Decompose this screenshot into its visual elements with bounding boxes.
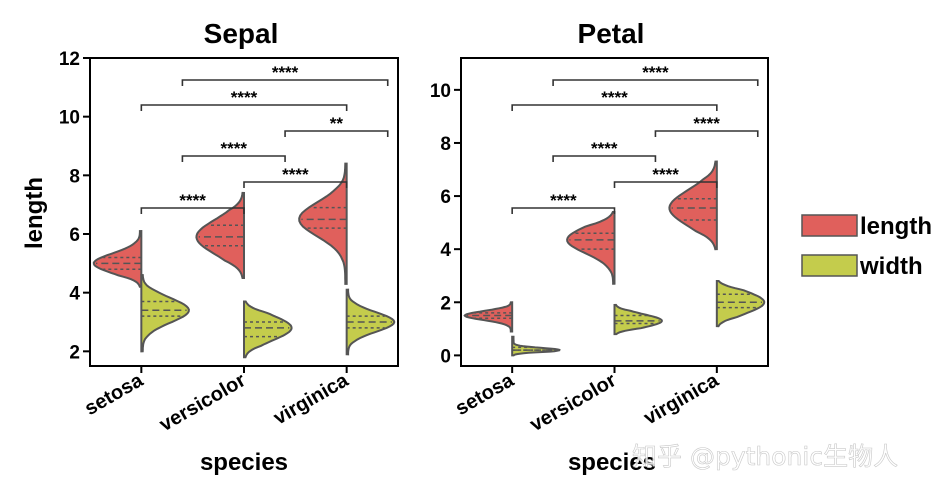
legend: length width bbox=[801, 213, 932, 280]
violin-width-versicolor bbox=[613, 303, 663, 336]
sepal-x-axis-label: species bbox=[200, 449, 288, 476]
significance-bracket bbox=[511, 207, 616, 214]
violin-length-setosa bbox=[463, 301, 514, 333]
y-tick-label: 8 bbox=[440, 134, 451, 155]
y-tick-label: 2 bbox=[440, 293, 451, 314]
legend-label-length: length bbox=[860, 213, 932, 240]
significance-bracket bbox=[613, 181, 718, 188]
significance-bracket bbox=[654, 130, 759, 137]
y-tick-label: 10 bbox=[59, 108, 80, 129]
significance-label: **** bbox=[282, 165, 309, 184]
y-tick-label: 10 bbox=[430, 81, 451, 102]
y-tick-label: 4 bbox=[69, 284, 80, 305]
sepal-y-axis-label: length bbox=[21, 177, 48, 249]
x-tick-label-setosa: setosa bbox=[81, 369, 148, 420]
watermark: 知乎 @pythonic生物人 bbox=[632, 442, 898, 471]
significance-label: ** bbox=[330, 114, 344, 133]
significance-bracket bbox=[181, 79, 389, 86]
x-tick-label-virginica: virginica bbox=[270, 369, 353, 430]
sepal-panel: Sepal length species 2 4 6 8 10 12 setosa versi… bbox=[21, 18, 399, 476]
legend-swatch-width bbox=[801, 254, 858, 277]
petal-x-axis-label: species bbox=[568, 449, 656, 476]
significance-bracket bbox=[284, 130, 389, 137]
significance-label: **** bbox=[231, 88, 258, 107]
x-tick-label-virginica: virginica bbox=[640, 369, 723, 430]
significance-label: **** bbox=[601, 88, 628, 107]
violin-length-versicolor bbox=[566, 211, 616, 285]
legend-swatch-length bbox=[801, 214, 858, 237]
legend-label-width: width bbox=[859, 253, 923, 280]
significance-bracket bbox=[181, 155, 286, 162]
significance-bracket bbox=[140, 207, 245, 214]
violin-length-versicolor bbox=[195, 191, 245, 279]
y-tick-label: 12 bbox=[59, 49, 80, 70]
significance-bracket bbox=[243, 181, 348, 188]
x-tick-label-versicolor: versicolor bbox=[526, 369, 620, 436]
significance-label: **** bbox=[550, 191, 577, 210]
significance-bracket bbox=[140, 104, 348, 111]
petal-panel: Petal species 0 2 4 6 8 10 setosa versicolor vir… bbox=[430, 18, 769, 476]
significance-label: **** bbox=[652, 165, 679, 184]
significance-bracket bbox=[552, 155, 657, 162]
violin-length-virginica bbox=[668, 160, 718, 251]
significance-label: **** bbox=[591, 139, 618, 158]
y-tick-label: 6 bbox=[69, 225, 80, 246]
violin-width-versicolor bbox=[243, 300, 293, 359]
x-tick-label-setosa: setosa bbox=[452, 369, 519, 420]
violin-width-setosa bbox=[511, 335, 561, 357]
violin-width-virginica bbox=[715, 279, 766, 328]
significance-bracket bbox=[552, 79, 759, 86]
y-tick-label: 6 bbox=[440, 187, 451, 208]
violin-length-setosa bbox=[92, 230, 143, 288]
y-tick-label: 4 bbox=[440, 240, 451, 261]
significance-label: **** bbox=[642, 63, 669, 82]
x-tick-label-versicolor: versicolor bbox=[156, 369, 250, 436]
significance-label: **** bbox=[179, 191, 206, 210]
sepal-title: Sepal bbox=[204, 18, 279, 49]
y-tick-label: 8 bbox=[69, 166, 80, 187]
y-tick-label: 0 bbox=[440, 346, 451, 367]
significance-label: **** bbox=[272, 63, 299, 82]
petal-title: Petal bbox=[578, 18, 645, 49]
significance-bracket bbox=[511, 104, 718, 111]
y-tick-label: 2 bbox=[69, 342, 80, 363]
violin-length-virginica bbox=[298, 162, 348, 285]
significance-label: **** bbox=[220, 139, 247, 158]
violin-width-setosa bbox=[140, 274, 190, 353]
significance-label: **** bbox=[693, 114, 720, 133]
